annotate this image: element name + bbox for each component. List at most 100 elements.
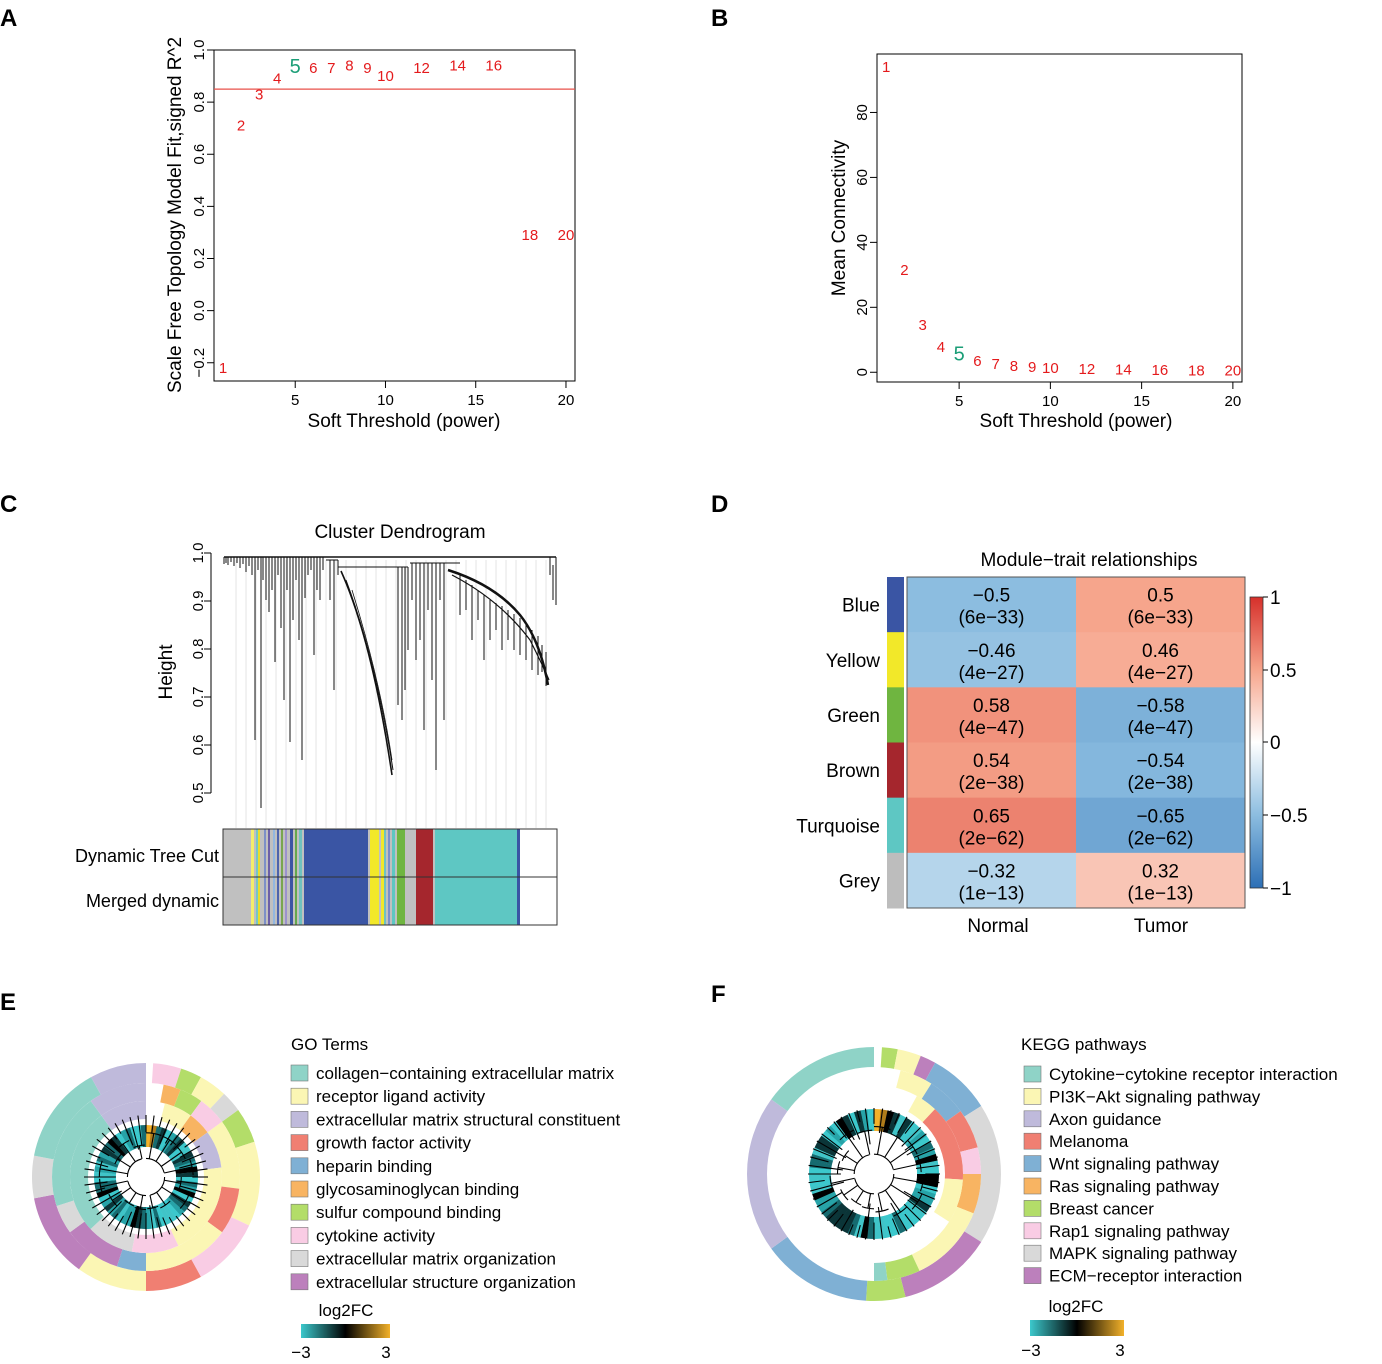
category-track-segment: [894, 1049, 921, 1075]
dendrogram-title: Cluster Dendrogram: [314, 522, 485, 543]
legend-label: sulfur compound binding: [316, 1203, 501, 1222]
log2fc-cell: [867, 1109, 875, 1132]
category-track-segment: [116, 1249, 146, 1271]
legend-swatch: [290, 1087, 309, 1105]
tree-branch: [875, 1208, 889, 1213]
tree-branch: [887, 1226, 892, 1238]
tree-branch: [839, 1129, 855, 1141]
y-tick-label: 0: [854, 368, 871, 376]
tree-branch: [893, 1163, 921, 1171]
log2fc-cell: [145, 1206, 152, 1229]
category-track-segment: [160, 1084, 181, 1107]
tree-branch: [159, 1119, 171, 1144]
tree-branch: [126, 1158, 142, 1178]
tree-branch: [99, 1168, 128, 1175]
tree-branch: [845, 1134, 864, 1159]
legend-label: Melanoma: [1049, 1132, 1129, 1151]
tree-branch: [856, 1110, 861, 1123]
circular-dendrogram: [808, 1108, 940, 1240]
x-tick-label: 10: [1042, 393, 1059, 410]
legend-label: collagen−containing extracellular matrix: [316, 1064, 615, 1083]
module-label: Turquoise: [796, 816, 880, 837]
kegg-scale-title: log2FC: [1049, 1297, 1104, 1316]
y-tick-label: 1.0: [191, 40, 208, 61]
data-point: 12: [1079, 361, 1096, 378]
data-point: 20: [558, 227, 575, 244]
legend-swatch: [1023, 1244, 1042, 1262]
tree-branch: [904, 1121, 915, 1134]
legend-swatch: [1023, 1065, 1042, 1083]
category-track-segment: [222, 1109, 255, 1148]
legend-swatch: [290, 1273, 309, 1291]
y-tick-label: 0.8: [190, 639, 207, 660]
category-track-segment: [78, 1253, 146, 1291]
tree-branch: [92, 1145, 110, 1157]
legend-label: Ras signaling pathway: [1049, 1177, 1220, 1196]
tree-branch: [826, 1209, 839, 1222]
log2fc-cell: [158, 1202, 172, 1225]
tree-branch: [878, 1173, 895, 1194]
cell-correlation: 0.32: [1142, 861, 1179, 882]
legend-swatch: [1023, 1200, 1042, 1217]
go-scale-title: log2FC: [319, 1301, 374, 1320]
data-point: 10: [1042, 360, 1059, 377]
category-track-segment: [207, 1186, 240, 1233]
category-track-segment: [880, 1047, 898, 1069]
tree-branch: [173, 1132, 191, 1150]
tree-branch: [848, 1112, 861, 1140]
tree-branch: [878, 1108, 884, 1134]
cell-correlation: 0.65: [973, 806, 1010, 827]
tree-branch: [176, 1180, 208, 1186]
colorbar-label: −1: [1270, 879, 1292, 900]
module-color-swatch: [887, 797, 904, 854]
tree-branch: [857, 1129, 873, 1134]
data-point: 12: [413, 60, 430, 77]
go-scale-min: −3: [291, 1343, 310, 1362]
category-track-segment: [91, 1063, 146, 1095]
kegg-legend-title: KEGG pathways: [1021, 1035, 1147, 1054]
log2fc-cell: [914, 1182, 938, 1195]
tree-branch: [84, 1168, 95, 1171]
axes-a: 5 10 15 20−0.20.00.20.40.60.81.0: [191, 40, 575, 409]
log2fc-cell: [895, 1117, 913, 1140]
x-tick-label: 20: [558, 392, 575, 409]
tree-branch: [907, 1140, 918, 1155]
ring-gap: [804, 1104, 944, 1244]
tree-branch: [810, 1181, 845, 1192]
log2fc-cell: [171, 1189, 194, 1204]
tree-branch: [921, 1179, 940, 1184]
log2fc-cell: [809, 1173, 832, 1181]
log2fc-cell: [171, 1151, 194, 1165]
category-track-segment: [131, 1229, 179, 1253]
log2fc-cell: [873, 1216, 881, 1239]
log2fc-cell: [835, 1117, 853, 1140]
tree-branch: [837, 1167, 855, 1172]
heatmap-cells: Blue −0.5(6e−33)0.5(6e−33)Yellow −0.46(4e−…: [796, 577, 1245, 909]
column-label-normal: Normal: [967, 916, 1028, 937]
panel-f: F KEGG pathways Cytokine−cytokine recept…: [711, 981, 1338, 1360]
y-tick-label: 0.2: [191, 248, 208, 269]
cell-p-value: (1e−13): [1127, 883, 1193, 904]
panel-c: C Cluster Dendrogram Height 0.5 0.6 0.7 …: [0, 491, 558, 926]
column-label-tumor: Tumor: [1134, 916, 1189, 937]
tree-branch: [160, 1151, 182, 1167]
category-track-segment: [866, 1277, 906, 1301]
y-tick-label: 0.0: [191, 300, 208, 321]
log2fc-cell: [905, 1199, 927, 1218]
heatmap-cell: [907, 632, 1076, 688]
legend-swatch: [290, 1111, 309, 1128]
log2fc-cell: [895, 1208, 913, 1231]
heatmap-cell: [907, 577, 1076, 633]
log2fc-cell: [96, 1155, 119, 1168]
tree-branch: [98, 1160, 103, 1178]
x-axis-label-a: Soft Threshold (power): [308, 411, 501, 432]
legend-label: extracellular structure organization: [316, 1273, 576, 1292]
tree-branch: [121, 1119, 134, 1146]
data-point: 6: [973, 353, 981, 370]
tree-branch: [816, 1191, 843, 1208]
legend-label: extracellular matrix organization: [316, 1250, 556, 1269]
heatmap-cell: [1076, 852, 1245, 909]
tree-branch: [96, 1138, 115, 1154]
y-tick-label: 0.6: [191, 144, 208, 165]
